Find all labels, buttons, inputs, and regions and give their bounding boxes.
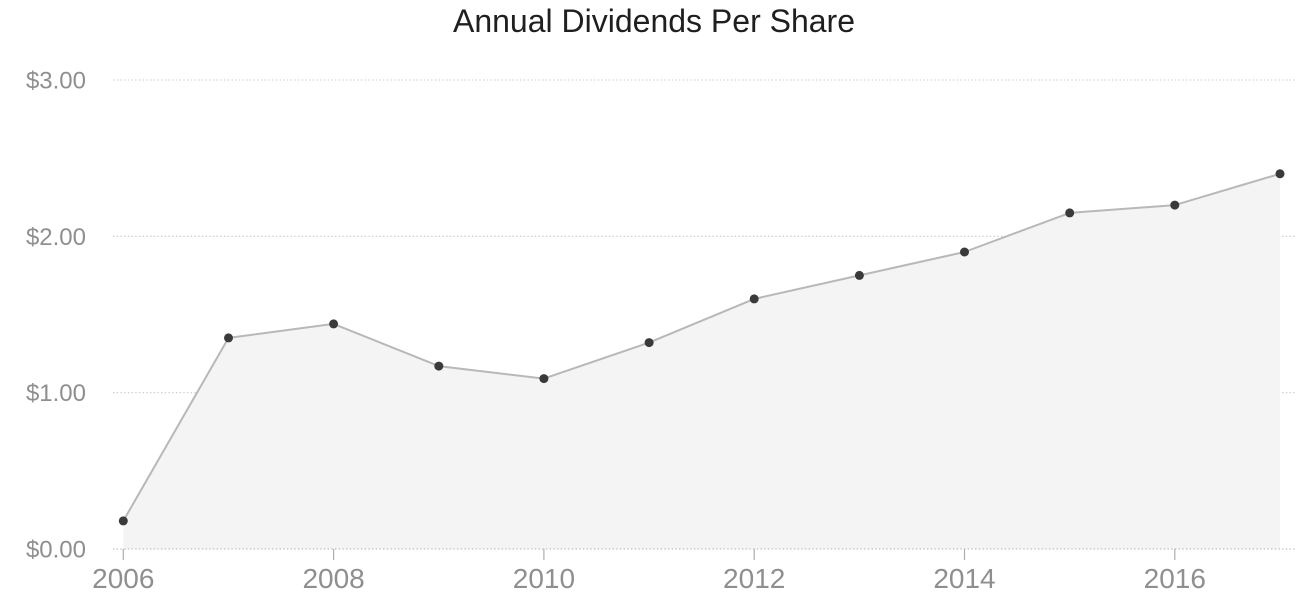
y-axis-label-$3.00: $3.00 bbox=[26, 68, 86, 95]
y-axis-label-$2.00: $2.00 bbox=[26, 224, 86, 251]
x-axis-label-2014: 2014 bbox=[933, 563, 995, 594]
y-axis-label-$0.00: $0.00 bbox=[26, 537, 86, 564]
data-point-2014 bbox=[960, 247, 969, 257]
data-point-2007 bbox=[224, 333, 233, 343]
data-point-2015 bbox=[1065, 208, 1075, 218]
x-axis-label-2010: 2010 bbox=[513, 563, 575, 594]
x-axis-label-2012: 2012 bbox=[723, 563, 785, 594]
x-axis-label-2006: 2006 bbox=[92, 563, 154, 594]
x-axis-label-2008: 2008 bbox=[302, 563, 364, 594]
data-point-2010 bbox=[539, 374, 549, 384]
data-point-2017 bbox=[1275, 169, 1285, 179]
series-line bbox=[122, 172, 1281, 522]
data-point-2016 bbox=[1170, 200, 1180, 210]
x-axis-label-2016: 2016 bbox=[1144, 563, 1206, 594]
data-point-2008 bbox=[329, 319, 339, 329]
chart-title: Annual Dividends Per Share bbox=[452, 3, 855, 39]
data-point-2011 bbox=[644, 338, 654, 348]
y-axis-label-$1.00: $1.00 bbox=[26, 380, 86, 407]
data-point-2006 bbox=[118, 516, 128, 526]
data-point-2012 bbox=[749, 294, 759, 304]
area-fill bbox=[123, 173, 1280, 550]
data-point-2013 bbox=[854, 270, 864, 280]
data-point-2009 bbox=[434, 361, 444, 371]
